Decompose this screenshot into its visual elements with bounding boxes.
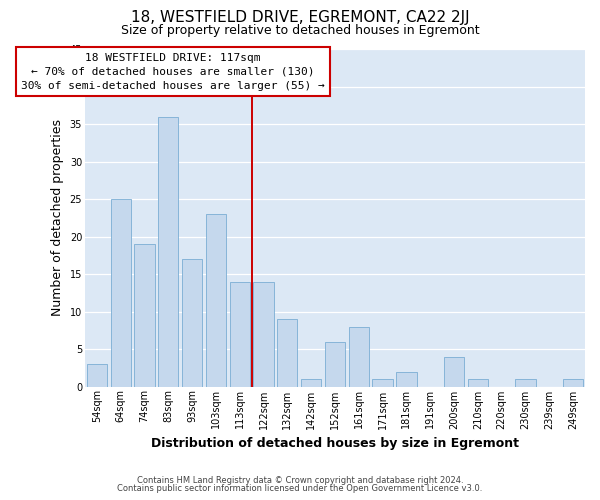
Bar — [110, 199, 131, 386]
Bar — [373, 379, 393, 386]
Bar — [87, 364, 107, 386]
Bar — [325, 342, 345, 386]
Bar — [563, 379, 583, 386]
Y-axis label: Number of detached properties: Number of detached properties — [51, 120, 64, 316]
Text: Contains public sector information licensed under the Open Government Licence v3: Contains public sector information licen… — [118, 484, 482, 493]
Text: 18 WESTFIELD DRIVE: 117sqm
← 70% of detached houses are smaller (130)
30% of sem: 18 WESTFIELD DRIVE: 117sqm ← 70% of deta… — [21, 53, 325, 91]
Bar — [158, 116, 178, 386]
Bar — [206, 214, 226, 386]
Bar — [277, 319, 298, 386]
Text: 18, WESTFIELD DRIVE, EGREMONT, CA22 2JJ: 18, WESTFIELD DRIVE, EGREMONT, CA22 2JJ — [131, 10, 469, 25]
Text: Contains HM Land Registry data © Crown copyright and database right 2024.: Contains HM Land Registry data © Crown c… — [137, 476, 463, 485]
Bar — [515, 379, 536, 386]
Text: Size of property relative to detached houses in Egremont: Size of property relative to detached ho… — [121, 24, 479, 37]
Bar — [182, 259, 202, 386]
X-axis label: Distribution of detached houses by size in Egremont: Distribution of detached houses by size … — [151, 437, 519, 450]
Bar — [396, 372, 416, 386]
Bar — [230, 282, 250, 387]
Bar — [349, 326, 369, 386]
Bar — [468, 379, 488, 386]
Bar — [301, 379, 321, 386]
Bar — [253, 282, 274, 387]
Bar — [444, 356, 464, 386]
Bar — [134, 244, 155, 386]
